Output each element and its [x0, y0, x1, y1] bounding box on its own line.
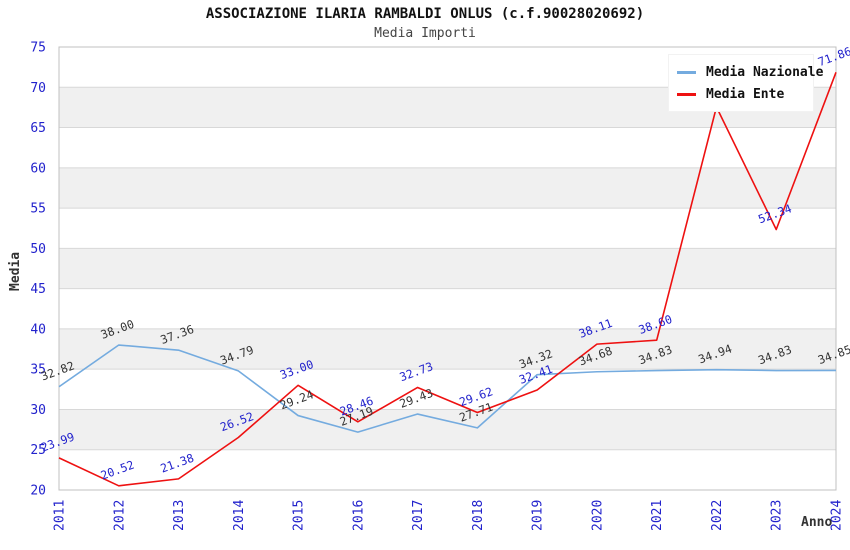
- y-tick-label: 75: [30, 41, 46, 56]
- series-line-media-ente: [58, 72, 837, 487]
- point-label-media-ente: 21.38: [159, 451, 196, 476]
- grid-band: [59, 167, 836, 209]
- point-label-media-ente: 20.52: [99, 458, 136, 483]
- x-tick-label: 2020: [590, 500, 605, 531]
- y-tick-label: 30: [30, 403, 46, 418]
- grid-band: [59, 409, 836, 450]
- y-tick-label: 20: [30, 484, 46, 499]
- y-tick-label: 50: [30, 242, 46, 257]
- x-tick-label: 2013: [172, 500, 187, 531]
- plot-border: [58, 46, 837, 491]
- x-tick-label: 2015: [292, 500, 307, 531]
- y-tick-label: 70: [30, 81, 46, 96]
- y-tick-label: 35: [30, 363, 46, 378]
- legend-label-media-nazionale: Media Nazionale: [706, 64, 824, 80]
- x-tick-label: 2018: [471, 500, 486, 531]
- x-tick-label: 2022: [710, 500, 725, 531]
- x-tick-label: 2017: [411, 500, 426, 531]
- point-label-media-ente: 23.99: [39, 430, 76, 455]
- media-nazionale-line-swatch: [677, 70, 696, 74]
- x-tick-label: 2024: [830, 500, 845, 531]
- x-tick-label: 2011: [53, 500, 68, 531]
- y-tick-label: 45: [30, 282, 46, 297]
- grid-band: [59, 328, 836, 370]
- y-tick-label: 25: [30, 443, 46, 458]
- chart-title: ASSOCIAZIONE ILARIA RAMBALDI ONLUS (c.f.…: [205, 6, 645, 22]
- grid-band: [59, 248, 836, 289]
- x-tick-label: 2012: [112, 500, 127, 531]
- x-tick-label: 2016: [351, 500, 366, 531]
- legend-item-media-nazionale: Media Nazionale: [677, 61, 823, 83]
- x-axis-title: Anno: [801, 515, 833, 530]
- x-tick-label: 2023: [770, 500, 785, 531]
- y-axis-title: Media: [8, 251, 23, 291]
- legend-item-media-ente: Media Ente: [677, 83, 807, 105]
- y-tick-label: 60: [30, 161, 46, 176]
- y-tick-label: 65: [30, 121, 46, 136]
- chart-subtitle: Media Importi: [374, 26, 476, 41]
- point-label-media-nazionale: 29.24: [278, 387, 315, 412]
- legend: Media Nazionale Media Ente: [668, 54, 823, 112]
- y-tick-label: 40: [30, 322, 46, 337]
- legend-label-media-ente: Media Ente: [706, 86, 785, 102]
- y-tick-label: 55: [30, 202, 46, 217]
- point-label-media-nazionale: 29.43: [398, 386, 435, 411]
- x-tick-label: 2014: [232, 500, 247, 531]
- media-ente-line-swatch: [677, 92, 696, 96]
- series-line-media-nazionale: [58, 344, 837, 433]
- x-tick-label: 2019: [531, 500, 546, 531]
- x-tick-label: 2021: [650, 500, 665, 531]
